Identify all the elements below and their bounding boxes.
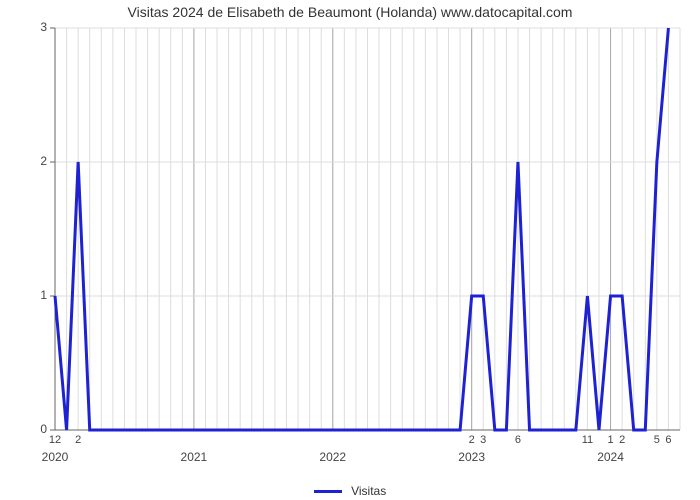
x-month-label: 3	[480, 434, 486, 446]
x-month-label: 6	[515, 434, 521, 446]
chart-svg	[0, 0, 700, 500]
x-month-label: 2	[619, 434, 625, 446]
y-tick-label: 1	[17, 288, 47, 302]
y-tick-label: 3	[17, 20, 47, 34]
legend-swatch	[314, 490, 342, 493]
x-month-label: 2	[75, 434, 81, 446]
x-month-label: 2	[469, 434, 475, 446]
x-month-label: 6	[665, 434, 671, 446]
x-month-label: 1	[607, 434, 613, 446]
chart-container: Visitas 2024 de Elisabeth de Beaumont (H…	[0, 0, 700, 500]
x-year-label: 2024	[597, 450, 624, 464]
x-month-label: 12	[49, 434, 61, 446]
x-year-label: 2020	[42, 450, 69, 464]
y-tick-label: 0	[17, 422, 47, 436]
chart-legend: Visitas	[0, 484, 700, 498]
x-year-label: 2021	[181, 450, 208, 464]
legend-label: Visitas	[351, 484, 386, 498]
x-month-label: 5	[654, 434, 660, 446]
x-year-label: 2022	[319, 450, 346, 464]
y-tick-label: 2	[17, 154, 47, 168]
x-month-label: 11	[582, 434, 593, 446]
x-year-label: 2023	[458, 450, 485, 464]
